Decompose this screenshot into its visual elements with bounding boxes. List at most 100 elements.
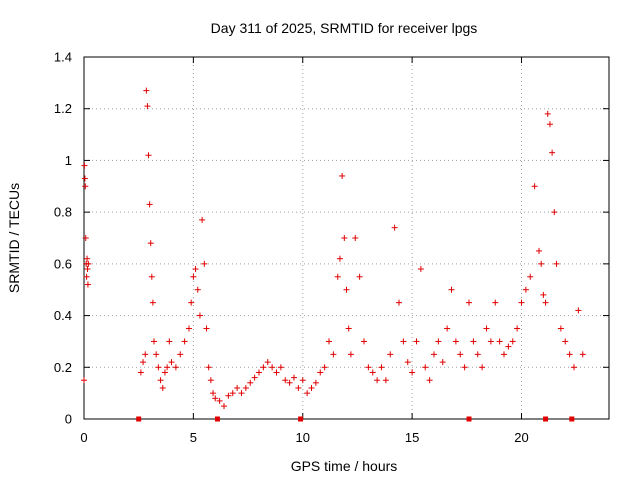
data-point xyxy=(352,235,359,241)
data-point xyxy=(334,273,341,280)
data-point xyxy=(549,149,556,156)
x-axis-label: GPS time / hours xyxy=(291,458,398,474)
data-point xyxy=(229,390,236,397)
data-point xyxy=(238,390,245,397)
data-point xyxy=(269,364,276,371)
data-point xyxy=(505,343,512,350)
data-point xyxy=(207,377,214,384)
data-point xyxy=(540,291,547,298)
gap-marker xyxy=(298,416,304,422)
data-point xyxy=(413,338,420,345)
data-point xyxy=(148,273,155,280)
data-point xyxy=(83,273,90,280)
data-point xyxy=(542,299,549,306)
x-tick-label: 10 xyxy=(296,430,310,445)
data-point xyxy=(159,384,166,391)
data-point xyxy=(82,183,89,190)
data-point xyxy=(439,359,446,366)
data-point xyxy=(147,240,154,247)
data-point xyxy=(201,260,208,267)
data-point xyxy=(487,338,494,345)
data-point xyxy=(326,338,332,345)
data-point xyxy=(345,325,352,332)
chart-title: Day 311 of 2025, SRMTID for receiver lpg… xyxy=(211,20,478,36)
data-point xyxy=(203,325,210,332)
data-point xyxy=(321,364,328,371)
data-point xyxy=(295,384,302,391)
data-point xyxy=(566,351,573,358)
x-tick-label: 15 xyxy=(405,430,419,445)
data-point xyxy=(562,338,569,345)
data-point xyxy=(186,325,192,332)
gap-marker xyxy=(466,416,472,422)
y-tick-label: 0.2 xyxy=(54,360,72,375)
data-point xyxy=(474,351,481,358)
data-point xyxy=(514,325,521,332)
data-point xyxy=(461,364,468,371)
data-point xyxy=(172,364,179,371)
grid xyxy=(84,57,609,419)
data-point xyxy=(194,286,201,293)
data-point xyxy=(400,338,407,345)
data-point xyxy=(282,377,289,384)
data-point xyxy=(378,364,385,371)
data-point xyxy=(553,260,560,267)
data-point xyxy=(365,364,372,371)
data-point xyxy=(382,377,389,384)
data-point xyxy=(509,338,516,345)
data-point xyxy=(544,110,551,117)
data-point xyxy=(166,338,173,345)
data-point xyxy=(299,377,306,384)
data-point xyxy=(336,255,343,262)
data-point xyxy=(192,266,199,273)
data-point xyxy=(205,364,212,371)
data-point xyxy=(145,152,152,159)
data-point xyxy=(149,299,156,306)
data-point xyxy=(190,273,197,280)
data-point xyxy=(212,395,219,402)
data-point xyxy=(199,216,206,223)
data-point xyxy=(225,392,232,399)
gap-markers xyxy=(136,416,575,422)
data-point xyxy=(417,266,424,273)
data-point xyxy=(286,379,293,386)
data-point xyxy=(137,369,144,376)
data-point xyxy=(177,351,184,358)
data-point xyxy=(82,235,89,241)
data-point xyxy=(317,369,324,376)
y-tick-label: 0.8 xyxy=(54,205,72,220)
data-point xyxy=(551,209,558,216)
data-point xyxy=(84,266,91,273)
data-point xyxy=(221,403,227,410)
data-point xyxy=(242,384,249,391)
data-point xyxy=(146,201,153,208)
data-point xyxy=(264,359,271,366)
data-point xyxy=(84,281,91,288)
data-point xyxy=(479,364,486,371)
data-point xyxy=(210,390,217,397)
data-point xyxy=(343,286,350,293)
y-tick-label: 1 xyxy=(65,153,72,168)
x-tick-label: 5 xyxy=(190,430,197,445)
data-point xyxy=(522,286,529,293)
data-point xyxy=(571,364,577,371)
data-point xyxy=(140,359,147,366)
data-point xyxy=(251,374,258,381)
gap-marker xyxy=(214,416,220,422)
data-point xyxy=(575,307,582,314)
data-point xyxy=(492,299,499,306)
data-point xyxy=(361,338,367,345)
gap-marker xyxy=(136,416,142,422)
data-point xyxy=(216,397,223,404)
data-point xyxy=(155,364,162,371)
data-point xyxy=(144,103,151,110)
data-point xyxy=(330,351,337,358)
data-point xyxy=(291,374,297,381)
data-point xyxy=(536,247,542,254)
data-point xyxy=(347,351,354,358)
data-point xyxy=(387,351,394,358)
data-point xyxy=(143,87,150,94)
data-point xyxy=(496,338,503,345)
